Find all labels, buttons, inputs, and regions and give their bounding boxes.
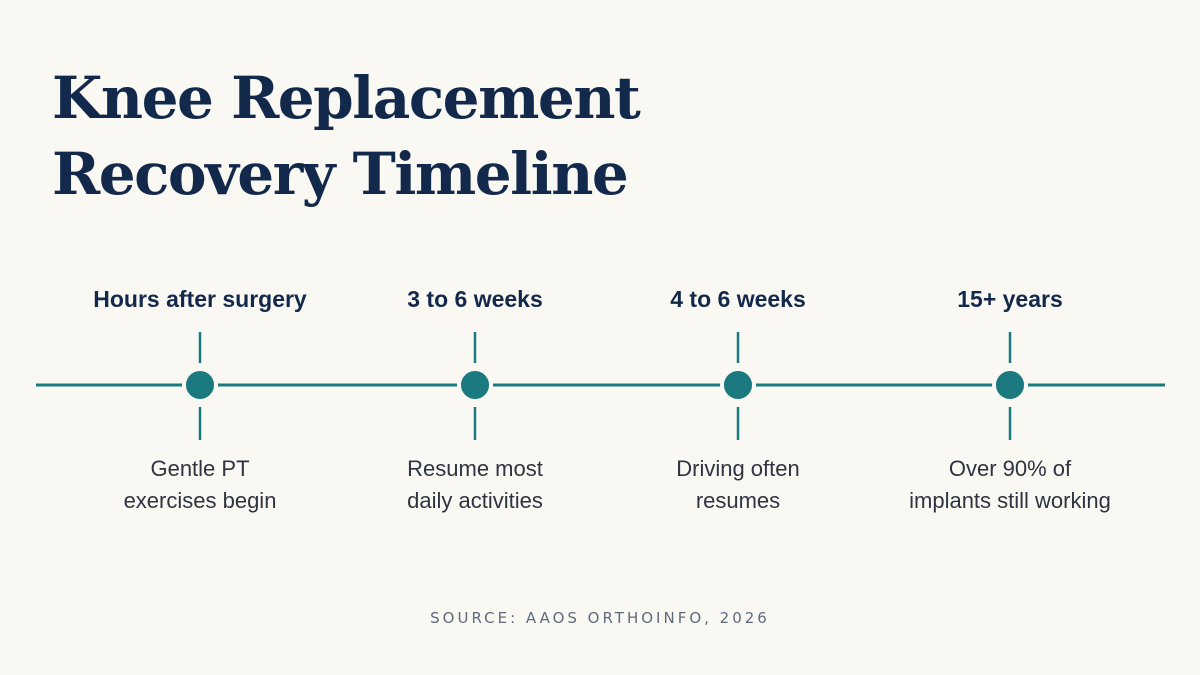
milestone-description: Gentle PT (150, 456, 249, 481)
milestone-description: Resume most (407, 456, 543, 481)
milestone-label: 15+ years (957, 286, 1063, 312)
milestone-description: Driving often (676, 456, 800, 481)
milestone-label: Hours after surgery (93, 286, 307, 312)
milestone-dot (992, 367, 1028, 403)
milestone-description: Over 90% of (949, 456, 1072, 481)
title-line: Recovery Timeline (52, 140, 627, 208)
milestone-dot (457, 367, 493, 403)
milestone-label: 4 to 6 weeks (670, 286, 806, 312)
milestone-dot (182, 367, 218, 403)
milestone-description: daily activities (407, 488, 543, 513)
milestones: Hours after surgery Gentle PT exercises be… (93, 286, 1111, 513)
milestone-description: resumes (696, 488, 780, 513)
title-line: Knee Replacement (52, 64, 641, 132)
milestone-label: 3 to 6 weeks (407, 286, 543, 312)
milestone-description: implants still working (909, 488, 1111, 513)
source: SOURCE: AAOS ORTHOINFO, 2026 (430, 609, 770, 627)
milestone-dot (720, 367, 756, 403)
milestone-description: exercises begin (124, 488, 277, 513)
